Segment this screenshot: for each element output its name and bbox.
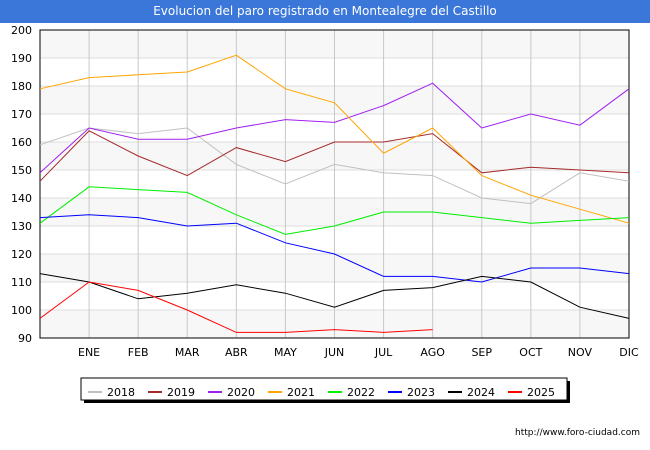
source-url[interactable]: http://www.foro-ciudad.com <box>515 428 640 438</box>
y-tick-label: 190 <box>11 52 32 65</box>
chart-title: Evolucion del paro registrado en Monteal… <box>0 0 650 23</box>
legend-label: 2019 <box>167 386 195 399</box>
legend-label: 2022 <box>347 386 375 399</box>
x-tick-label: NOV <box>568 346 593 359</box>
x-tick-label: DIC <box>619 346 639 359</box>
y-tick-label: 160 <box>11 136 32 149</box>
y-tick-label: 150 <box>11 164 32 177</box>
plot-frame <box>39 29 630 339</box>
legend-label: 2023 <box>407 386 435 399</box>
series-line-2022 <box>39 186 630 235</box>
y-tick-label: 200 <box>11 24 32 37</box>
series-line-2023 <box>39 214 630 283</box>
series-line-2024 <box>39 273 630 319</box>
y-tick-label: 100 <box>11 304 32 317</box>
legend-label: 2020 <box>227 386 255 399</box>
legend-label: 2021 <box>287 386 315 399</box>
y-tick-label: 90 <box>18 332 32 345</box>
y-tick-label: 170 <box>11 108 32 121</box>
y-tick-label: 130 <box>11 220 32 233</box>
x-tick-label: MAR <box>175 346 200 359</box>
x-tick-label: JUN <box>324 346 345 359</box>
legend-label: 2024 <box>467 386 495 399</box>
x-tick-label: OCT <box>519 346 542 359</box>
x-tick-label: ENE <box>78 346 100 359</box>
x-tick-label: FEB <box>128 346 149 359</box>
y-tick-label: 140 <box>11 192 32 205</box>
series-line-2020 <box>39 82 630 174</box>
x-tick-label: JUL <box>374 346 393 359</box>
legend-box <box>80 377 568 401</box>
y-tick-label: 120 <box>11 248 32 261</box>
legend-label: 2018 <box>107 386 135 399</box>
x-tick-label: MAY <box>274 346 297 359</box>
series-line-2021 <box>39 54 630 224</box>
series-line-2019 <box>39 130 630 182</box>
series-line-2018 <box>39 127 630 205</box>
y-tick-label: 110 <box>11 276 32 289</box>
legend-label: 2025 <box>527 386 555 399</box>
x-tick-label: SEP <box>471 346 492 359</box>
x-tick-label: ABR <box>225 346 248 359</box>
y-tick-label: 180 <box>11 80 32 93</box>
x-tick-label: AGO <box>420 346 445 359</box>
series-line-2025 <box>39 281 433 333</box>
